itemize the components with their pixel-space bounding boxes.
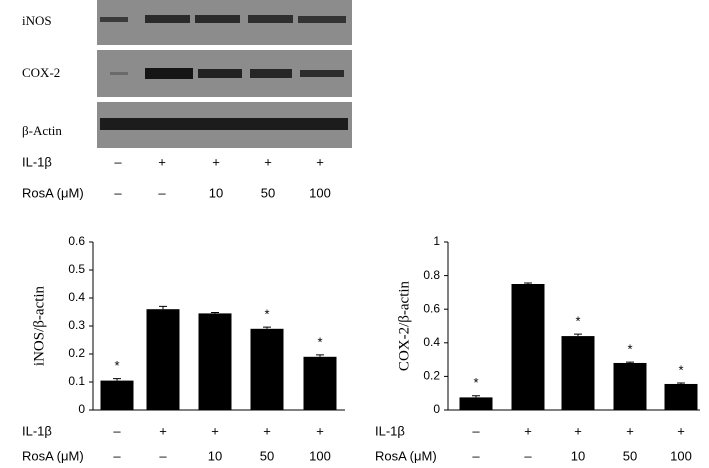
y-tick-label: 0.4: [68, 290, 85, 304]
significance-mark: *: [317, 334, 322, 349]
significance-mark: *: [678, 362, 683, 377]
treatment-value: 10: [209, 185, 223, 200]
blot-band: [145, 15, 190, 23]
y-tick-label: 0: [78, 402, 85, 416]
y-axis-label: iNOS/β-actin: [31, 285, 47, 366]
treatment-value: 50: [261, 185, 275, 200]
x-tick-label: +: [159, 423, 167, 438]
x-row-label: IL-1β: [22, 423, 52, 438]
bar: [613, 362, 647, 410]
x-row-label: IL-1β: [375, 423, 405, 438]
bar: [100, 380, 134, 410]
bar: [250, 328, 284, 410]
x-tick-label: +: [524, 423, 532, 438]
bar: [146, 309, 180, 410]
x-tick-label: –: [524, 448, 532, 463]
y-tick-label: 0.3: [68, 318, 85, 332]
bar: [459, 397, 493, 410]
x-tick-label: 100: [670, 448, 692, 463]
error-bar: [316, 354, 324, 357]
blot-band: [300, 70, 344, 77]
blot-band: [250, 69, 292, 78]
treatment-value: +: [158, 154, 166, 169]
x-tick-label: –: [113, 423, 121, 438]
y-tick-label: 0: [433, 402, 440, 416]
error-bar: [159, 305, 167, 310]
error-bar: [574, 333, 582, 337]
blot-band: [248, 15, 293, 23]
x-tick-label: +: [626, 423, 634, 438]
error-bar: [524, 282, 532, 284]
treatment-value: +: [264, 154, 272, 169]
blot-band: [100, 118, 348, 130]
error-bar: [263, 326, 271, 329]
x-tick-label: 10: [571, 448, 585, 463]
treatment-label: IL-1β: [22, 154, 52, 169]
y-tick-label: 0.6: [68, 234, 85, 248]
error-bar: [472, 395, 480, 398]
x-tick-label: +: [211, 423, 219, 438]
y-tick-label: 0.5: [68, 262, 85, 276]
error-bar: [626, 361, 634, 363]
bar: [511, 284, 545, 410]
x-tick-label: –: [472, 423, 480, 438]
error-bar: [113, 378, 121, 381]
y-tick-label: 0.2: [68, 346, 85, 360]
significance-mark: *: [114, 358, 119, 373]
western-blot: iNOS COX-2 β-Actin: [22, 0, 352, 148]
bar: [198, 313, 232, 410]
treatment-value: +: [212, 154, 220, 169]
blot-band: [198, 69, 242, 78]
bar: [303, 356, 337, 410]
error-bar: [211, 312, 219, 314]
blot-band: [110, 72, 128, 75]
significance-mark: *: [473, 375, 478, 390]
x-tick-label: +: [574, 423, 582, 438]
x-tick-label: +: [263, 423, 271, 438]
y-tick-label: 0.8: [423, 268, 440, 282]
y-tick-label: 1: [433, 234, 440, 248]
blot-row-label: COX-2: [22, 65, 60, 80]
blot-row-label: iNOS: [22, 13, 52, 28]
x-tick-label: –: [113, 448, 121, 463]
blot-band: [100, 17, 128, 22]
treatment-value: –: [158, 185, 166, 200]
treatment-value: +: [316, 154, 324, 169]
treatment-value: –: [114, 154, 122, 169]
x-tick-label: 50: [623, 448, 637, 463]
x-row-label: RosA (μM): [375, 448, 437, 463]
significance-mark: *: [627, 342, 632, 357]
treatment-value: –: [114, 185, 122, 200]
blot-band: [298, 16, 346, 23]
y-axis-label: COX-2/β-actin: [396, 280, 412, 371]
x-tick-label: –: [159, 448, 167, 463]
y-tick-label: 0.2: [423, 369, 440, 383]
x-tick-label: +: [316, 423, 324, 438]
treatment-value: 100: [309, 185, 331, 200]
blot-band: [195, 15, 240, 23]
significance-mark: *: [575, 314, 580, 329]
significance-mark: *: [264, 307, 269, 322]
blot-row-label: β-Actin: [22, 123, 62, 138]
x-tick-label: –: [472, 448, 480, 463]
blot-band: [145, 68, 193, 79]
x-row-label: RosA (μM): [22, 448, 84, 463]
x-tick-label: 50: [260, 448, 274, 463]
bar: [561, 336, 595, 410]
bar: [664, 383, 698, 410]
y-tick-label: 0.6: [423, 301, 440, 315]
error-bar: [677, 382, 685, 384]
treatment-label: RosA (μM): [22, 185, 84, 200]
x-tick-label: 10: [208, 448, 222, 463]
x-tick-label: 100: [309, 448, 331, 463]
x-tick-label: +: [677, 423, 685, 438]
y-tick-label: 0.1: [68, 374, 85, 388]
y-tick-label: 0.4: [423, 335, 440, 349]
